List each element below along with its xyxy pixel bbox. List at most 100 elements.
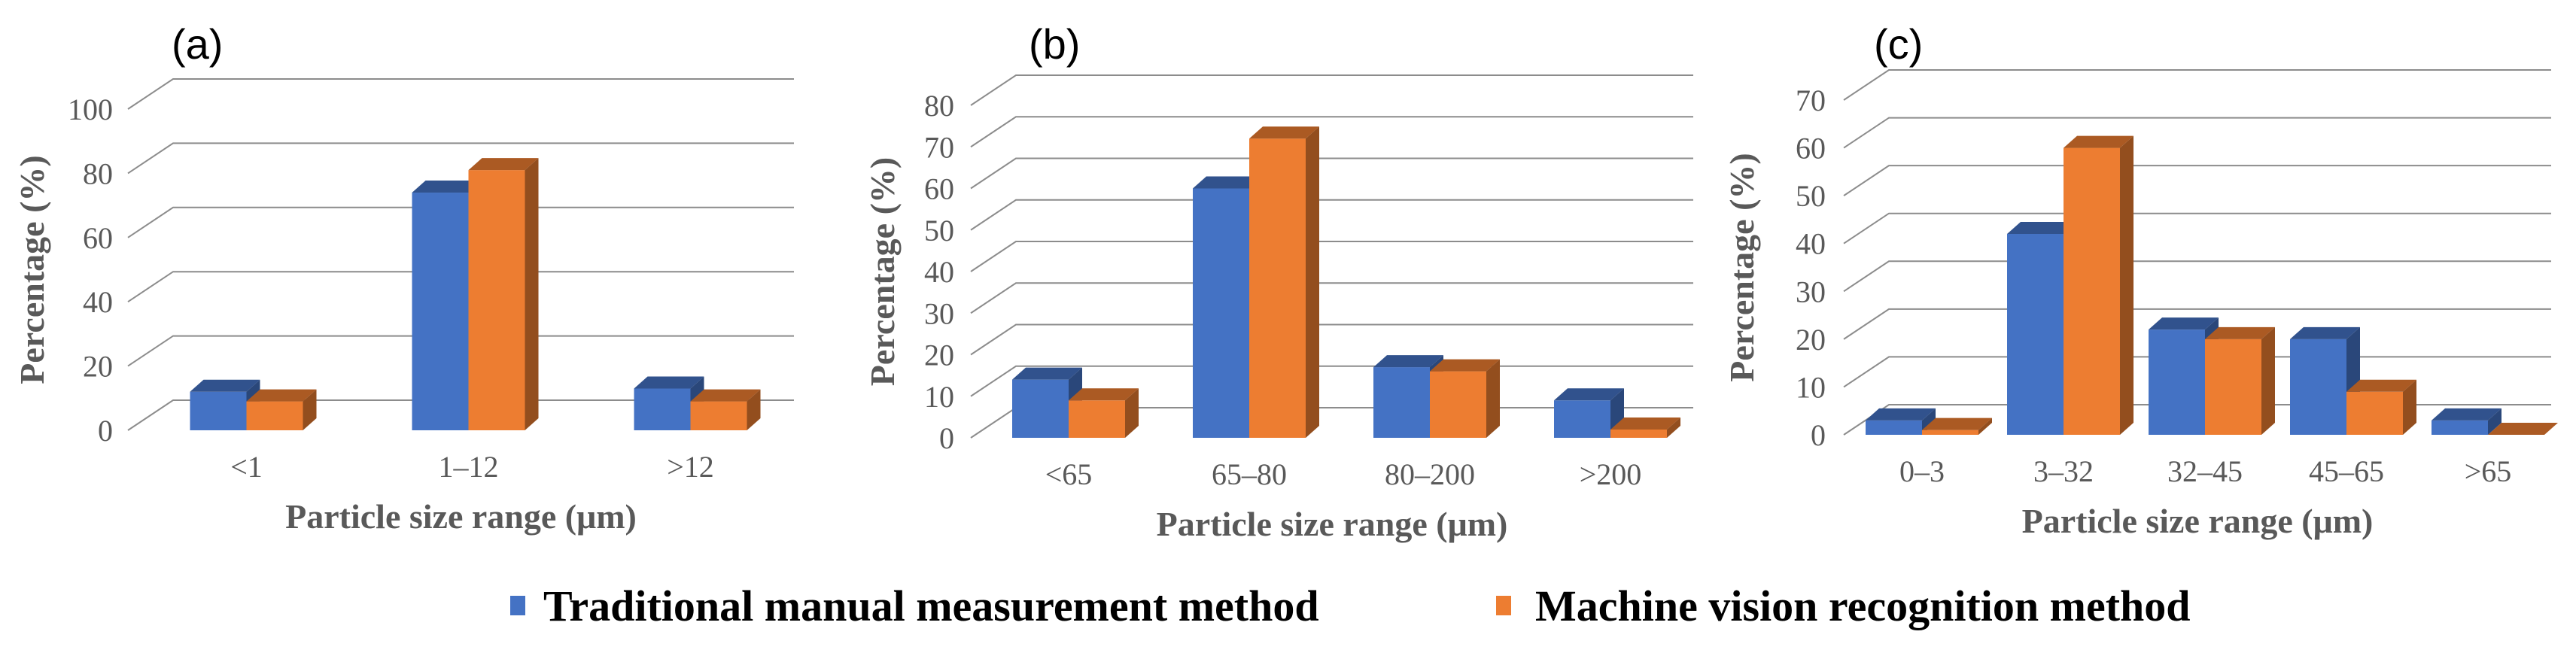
bar-traditional [1554, 388, 1624, 438]
bar-front [1430, 371, 1486, 438]
x-tick-label: 1–12 [439, 450, 499, 484]
bar-machine [1610, 417, 1680, 438]
bar-front [2432, 420, 2488, 435]
legend-swatch-traditional [510, 596, 525, 615]
chart-panel-a: (a) 0 20 40 60 80 100 Percentage (%) <1 1–12 >12 Pa… [13, 20, 794, 536]
bar-top [2149, 317, 2219, 330]
y-tick-label: 70 [1796, 84, 1826, 117]
gridline [970, 116, 1693, 148]
x-axis-title: Particle size range (μm) [1157, 505, 1508, 543]
x-tick-label: >12 [667, 450, 714, 484]
x-tick-label: 80–200 [1385, 457, 1475, 491]
bar-side [2403, 379, 2416, 435]
y-tick-label: 40 [924, 255, 954, 289]
bar-top [2007, 222, 2077, 234]
y-tick-label: 0 [1811, 418, 1826, 452]
bar-top [1069, 388, 1139, 401]
y-axis-title: Percentage (%) [13, 155, 51, 384]
bar-side [1306, 126, 1319, 438]
panel-label: (c) [1874, 20, 1923, 68]
gridline [127, 271, 794, 303]
y-tick-label: 70 [924, 130, 954, 164]
y-tick-label: 100 [68, 93, 113, 126]
bar-side [2488, 408, 2501, 435]
gridline [127, 78, 794, 110]
bar-top [1430, 359, 1500, 372]
bar-top [690, 389, 761, 402]
gridline [1843, 117, 2551, 149]
gridline [970, 74, 1693, 106]
y-tick-label: 80 [83, 156, 113, 190]
bar-side [2261, 326, 2275, 435]
bar-traditional [1866, 408, 1936, 435]
gridline [970, 241, 1693, 272]
bar-top [1373, 355, 1443, 368]
bar-top [412, 181, 482, 193]
bar-front [1373, 367, 1430, 438]
chart-panel-b: (b) 0 10 20 30 40 50 60 70 80 Percentage (%) <65 65–… [863, 20, 1693, 543]
x-tick-label: 3–32 [2033, 454, 2094, 488]
bar-side [525, 158, 539, 430]
gridline [970, 199, 1693, 231]
panel-label: (b) [1029, 20, 1080, 68]
gridline [1843, 165, 2551, 196]
gridline [1843, 69, 2551, 101]
legend-swatch-machine [1496, 596, 1511, 615]
y-tick-label: 0 [98, 414, 113, 448]
bar-front [634, 388, 691, 430]
bar-top [468, 158, 539, 171]
bar-top [2290, 326, 2360, 339]
legend-label-traditional: Traditional manual measurement method [543, 581, 1319, 630]
bar-machine [2064, 135, 2133, 436]
x-tick-label: >65 [2465, 454, 2512, 488]
bar-top [1193, 176, 1263, 189]
bar-side [1125, 388, 1139, 438]
x-tick-label: 32–45 [2167, 454, 2243, 488]
y-tick-label: 0 [939, 421, 954, 455]
bar-front [2290, 339, 2346, 435]
bar-machine [1069, 388, 1139, 438]
gridline [127, 399, 794, 431]
gridline [970, 157, 1693, 190]
bar-top [2432, 408, 2501, 421]
bar-front [468, 170, 525, 430]
bar-front [1922, 430, 1978, 435]
bar-top [2488, 423, 2558, 435]
bar-front [412, 193, 469, 430]
bar-top [1610, 417, 1680, 430]
y-tick-label: 20 [83, 350, 113, 384]
gridline [1843, 260, 2551, 293]
bar-front [2064, 147, 2120, 436]
bar-machine [468, 158, 539, 430]
bar-front [1554, 400, 1610, 438]
bar-machine [2205, 326, 2275, 435]
bar-side [1486, 359, 1500, 438]
bar-top [2346, 379, 2416, 392]
gridline [1843, 308, 2551, 340]
bar-front [1193, 188, 1249, 438]
x-tick-label: <1 [230, 450, 263, 484]
y-tick-label: 10 [924, 380, 954, 414]
y-tick-label: 30 [924, 296, 954, 330]
bar-machine [690, 389, 761, 430]
y-tick-label: 10 [1796, 370, 1826, 404]
bar-top [190, 379, 260, 392]
x-tick-label: >200 [1580, 457, 1642, 491]
bar-top [1866, 408, 1936, 421]
bar-machine [1922, 418, 1992, 435]
chart-panel-c: (c) 0 10 20 30 40 50 60 70 Percentage (%) 0–3 3–32 3… [1723, 20, 2558, 540]
bar-side [2120, 135, 2133, 436]
bar-machine [246, 389, 317, 430]
bar-top [2064, 135, 2133, 148]
bar-top [634, 376, 704, 389]
bar-traditional [2432, 408, 2501, 435]
y-tick-label: 30 [1796, 275, 1826, 308]
y-tick-label: 40 [83, 285, 113, 319]
legend-label-machine: Machine vision recognition method [1535, 581, 2191, 630]
bar-front [2205, 339, 2261, 435]
bar-top [246, 389, 317, 402]
bar-front [2007, 234, 2064, 435]
gridline [127, 142, 794, 175]
y-tick-label: 60 [83, 221, 113, 255]
